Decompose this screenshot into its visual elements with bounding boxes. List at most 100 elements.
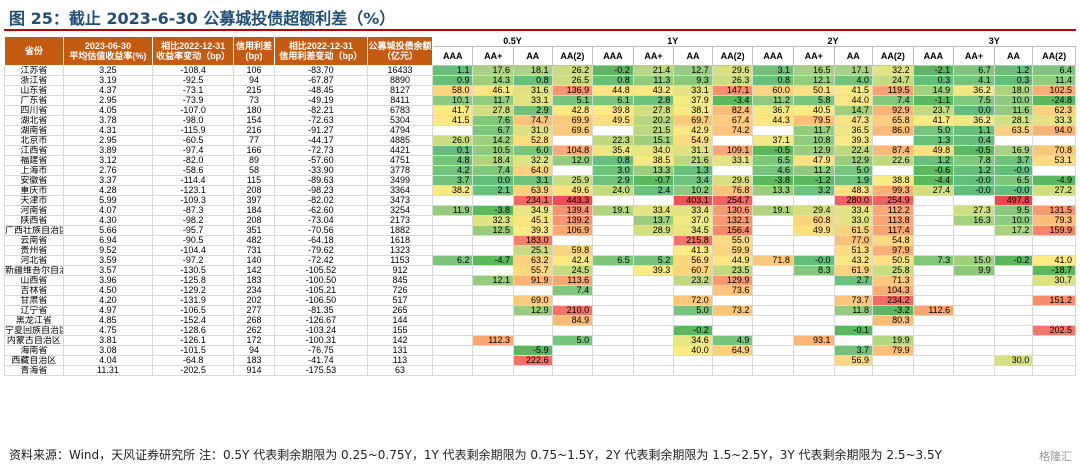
spread-value-cell: 129.9 <box>711 275 754 286</box>
yield-change-cell: -98.2 <box>152 215 235 226</box>
spread-value-cell: 132.1 <box>711 215 754 226</box>
spread-value-cell <box>1032 135 1076 146</box>
spread-value-cell <box>752 265 794 276</box>
spread-value-cell <box>792 275 835 286</box>
yield-cell: 3.89 <box>62 145 154 156</box>
spread-value-cell: 0.3 <box>993 75 1034 86</box>
spread-value-cell: 3.1 <box>752 65 794 76</box>
spread-value-cell: 94.0 <box>1032 125 1076 136</box>
spread-value-cell: 113.6 <box>551 275 594 286</box>
spread-value-cell <box>592 345 634 356</box>
spread-value-cell: 41.5 <box>833 85 874 96</box>
spread-value-cell <box>912 265 955 276</box>
spread-value-cell: 5.0 <box>551 335 594 346</box>
spread-value-cell: 3.1 <box>513 175 553 186</box>
spread-cell: 73 <box>233 95 275 106</box>
spread-value-cell <box>431 225 474 236</box>
balance-cell: 517 <box>367 295 433 306</box>
yield-cell: 4.37 <box>62 85 154 96</box>
balance-cell: 3473 <box>367 195 433 206</box>
province-cell: 广东省 <box>4 95 64 106</box>
spread-value-cell <box>431 345 474 356</box>
spread-value-cell: 13.7 <box>632 215 675 226</box>
spread-value-cell: 49.5 <box>592 115 634 126</box>
spread-value-cell: 73.7 <box>833 295 874 306</box>
spread-value-cell: 20.2 <box>632 115 675 126</box>
spread-value-cell: 73.6 <box>711 285 754 296</box>
spread-value-cell: 63.5 <box>993 125 1034 136</box>
spread-value-cell <box>632 235 675 246</box>
spread-value-cell: 112.3 <box>472 335 515 346</box>
province-cell: 湖南省 <box>4 125 64 136</box>
table-row: 四川省 4.05 -107.0 180 -82.21 6783 41.7 27.8 2.9 42.… <box>4 105 1076 116</box>
spread-value-cell <box>431 245 474 256</box>
yield-cell: 2.95 <box>62 135 154 146</box>
spread-value-cell <box>792 305 835 316</box>
table-row: 福建省 3.12 -82.0 89 -57.60 4751 4.8 18.4 32.2 12.0 0… <box>4 155 1076 166</box>
spread-value-cell: 497.8 <box>993 195 1034 206</box>
spread-value-cell <box>472 295 515 306</box>
spread-change-cell: -41.74 <box>273 355 369 366</box>
spread-value-cell <box>472 265 515 276</box>
table-row: 黑龙江省 4.85 -152.4 268 -126.67 144 84.9 80.3 <box>4 315 1076 326</box>
yield-change-cell: -73.9 <box>152 95 235 106</box>
spread-value-cell: 26.3 <box>711 75 754 86</box>
spread-value-cell: 4.0 <box>833 75 874 86</box>
spread-value-cell: 6.1 <box>592 95 634 106</box>
spread-value-cell: 39.3 <box>833 135 874 146</box>
table-row: 江西省 3.89 -97.4 166 -72.73 4421 0.1 10.5 6.0 104.8… <box>4 145 1076 156</box>
spread-value-cell: 4.1 <box>953 75 995 86</box>
spread-value-cell: 29.4 <box>792 205 835 216</box>
rating-header-aa: AA <box>513 46 553 66</box>
spread-value-cell <box>431 195 474 206</box>
spread-value-cell <box>1032 365 1076 376</box>
spread-value-cell: 59.8 <box>551 245 594 256</box>
province-cell: 吉林省 <box>4 285 64 296</box>
spread-value-cell: 47.9 <box>792 155 835 166</box>
spread-value-cell <box>953 245 995 256</box>
spread-value-cell: 26.5 <box>551 75 594 86</box>
spread-value-cell: 29.6 <box>711 65 754 76</box>
spread-value-cell: 28.1 <box>993 115 1034 126</box>
spread-value-cell <box>752 195 794 206</box>
spread-value-cell: 11.4 <box>1032 75 1076 86</box>
spread-cell: 215 <box>233 85 275 96</box>
spread-value-cell <box>1032 235 1076 246</box>
spread-value-cell <box>592 335 634 346</box>
spread-value-cell <box>431 355 474 366</box>
rating-header-aa: AA <box>673 46 713 66</box>
spread-value-cell: 1.1 <box>431 65 474 76</box>
spread-value-cell: 39.8 <box>592 105 634 116</box>
spread-value-cell: 7.5 <box>953 95 995 106</box>
spread-value-cell <box>711 365 754 376</box>
spread-value-cell <box>431 325 474 336</box>
spread-value-cell <box>431 315 474 326</box>
rating-header-aa2: AA(2) <box>872 46 914 66</box>
spread-value-cell: 67.4 <box>711 115 754 126</box>
spread-value-cell: 136.9 <box>551 85 594 96</box>
yield-change-cell: -82.0 <box>152 155 235 166</box>
yield-change-cell: -115.9 <box>152 125 235 136</box>
col-header-yield-change: 相比2022-12-31 收益率变动（bp） <box>152 36 235 66</box>
spread-value-cell <box>551 135 594 146</box>
spread-change-cell: -103.24 <box>273 325 369 336</box>
spread-value-cell <box>551 365 594 376</box>
balance-cell: 113 <box>367 355 433 366</box>
spread-cell: 140 <box>233 255 275 266</box>
spread-value-cell: 5.0 <box>912 125 955 136</box>
table-row: 海南省 3.08 -101.5 94 -76.75 131 -5.9 40.0 64.9 3.7 7… <box>4 345 1076 356</box>
spread-value-cell <box>711 325 754 336</box>
spread-value-cell <box>551 325 594 336</box>
balance-cell: 144 <box>367 315 433 326</box>
spread-value-cell: 5.8 <box>792 95 835 106</box>
spread-value-cell <box>912 365 955 376</box>
spread-value-cell <box>632 245 675 256</box>
spread-value-cell <box>551 235 594 246</box>
spread-value-cell: 31.6 <box>513 85 553 96</box>
balance-cell: 63 <box>367 365 433 376</box>
spread-value-cell: 6.5 <box>993 175 1034 186</box>
spread-value-cell <box>792 325 835 336</box>
balance-cell: 16433 <box>367 65 433 76</box>
rating-header-aaplus: AA+ <box>472 46 515 66</box>
spread-value-cell: 79.5 <box>792 115 835 126</box>
